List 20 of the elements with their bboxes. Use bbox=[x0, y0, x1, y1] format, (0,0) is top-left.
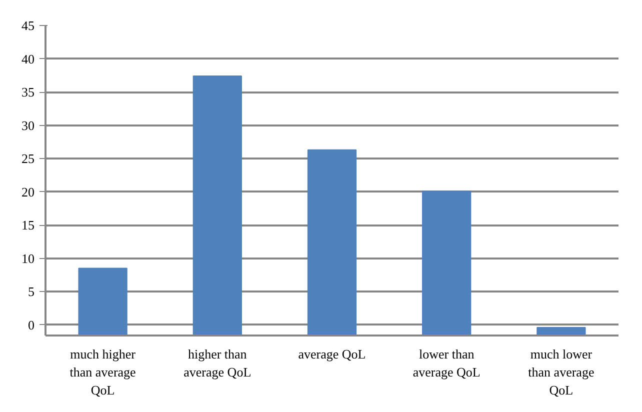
y-tick-label: 30 bbox=[22, 118, 34, 133]
y-tick-label: 40 bbox=[22, 51, 34, 66]
bar bbox=[422, 190, 472, 336]
x-tick-label: higher than average QoL bbox=[184, 346, 252, 380]
bar bbox=[78, 268, 128, 336]
y-tick-label: 0 bbox=[28, 317, 34, 332]
y-tick-label: 15 bbox=[22, 218, 34, 233]
x-tick-label: much higher than average QoL bbox=[70, 346, 136, 398]
y-tick-label: 25 bbox=[22, 151, 34, 166]
y-tick-label: 20 bbox=[22, 184, 34, 200]
x-tick-label: average QoL bbox=[298, 346, 366, 362]
x-tick-label: much lower than average QoL bbox=[528, 346, 594, 398]
bar bbox=[307, 149, 357, 336]
bar bbox=[192, 76, 242, 336]
y-tick-label: 45 bbox=[22, 18, 34, 33]
y-tick-label: 35 bbox=[22, 84, 34, 100]
y-tick-label: 5 bbox=[28, 284, 34, 300]
y-tick-label: 10 bbox=[22, 250, 34, 266]
x-tick-label: lower than average QoL bbox=[412, 346, 480, 380]
bar bbox=[536, 327, 586, 336]
